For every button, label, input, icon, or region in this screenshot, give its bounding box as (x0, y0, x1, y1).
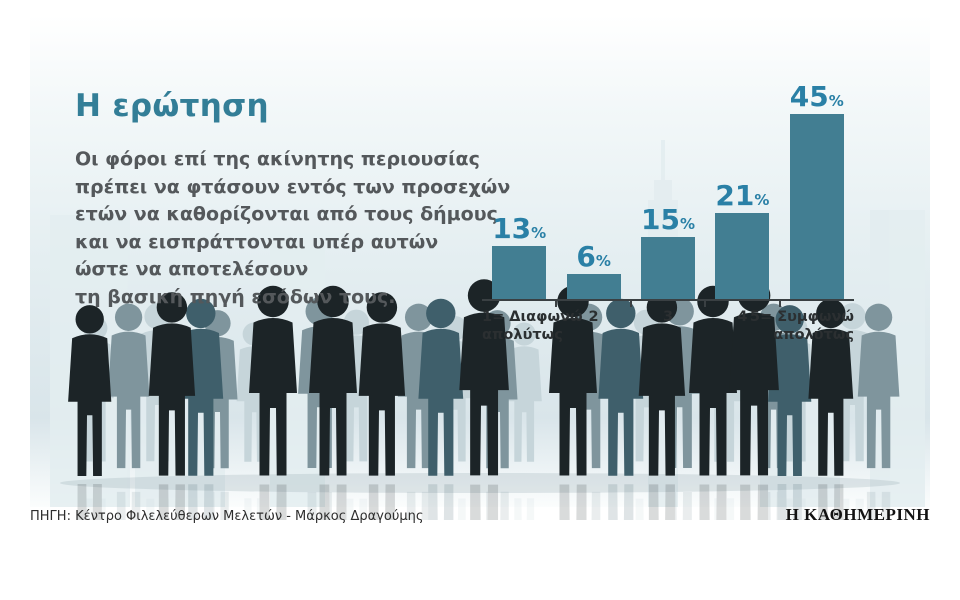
crowd-silhouettes (60, 279, 900, 520)
axis-tick (778, 301, 781, 307)
question-line: ώστε να αποτελέσουν (75, 258, 309, 280)
bar-group: 6% (556, 243, 630, 299)
x-tick-label: 1= Διαφωνώ απολύτως (482, 309, 583, 343)
chart-axis (482, 299, 854, 307)
x-tick-label: 2 (588, 309, 599, 325)
question-line: Οι φόροι επί της ακίνητης περιουσίας (75, 148, 480, 170)
bar-group: 15% (631, 206, 705, 299)
bar-value-label: 6% (576, 240, 611, 274)
x-tick-label: 5= Συμφωνώ απολύτως (749, 309, 854, 343)
question-line: τη βασική πηγή εσόδων τους. (75, 285, 396, 308)
bar (566, 274, 621, 299)
question-line: ετών να καθορίζονται από τους δήμους (75, 203, 498, 225)
bar-chart: 13% 6% 15% 21% 45% 1= Διαφωνώ απολύτως 2 3 4 5= Σ… (482, 82, 854, 345)
x-tick-label: 4 (737, 309, 748, 325)
bar-value-label: 13% (492, 211, 547, 245)
bar (640, 237, 695, 299)
axis-tick (629, 301, 632, 307)
bar (492, 245, 547, 299)
question-text: Οι φόροι επί της ακίνητης περιουσίας πρέ… (75, 146, 510, 311)
axis-tick (704, 301, 707, 307)
source-credit: ΠΗΓΗ: Κέντρο Φιλελεύθερων Μελετών - Μάρκ… (30, 509, 424, 524)
bar-group: 21% (705, 178, 779, 299)
question-line: πρέπει να φτάσουν εντός των προσεχών (75, 175, 511, 198)
bar-value-label: 45% (789, 80, 844, 113)
bar (789, 114, 844, 299)
axis-tick (555, 301, 558, 307)
bar-value-label: 15% (640, 203, 695, 237)
bar-group: 45% (780, 83, 854, 299)
page-title: Η ερώτηση (75, 88, 269, 124)
chart-categories: 1= Διαφωνώ απολύτως 2 3 4 5= Συμφωνώ απολύτως (482, 301, 854, 345)
newspaper-logo: Η ΚΑΘΗΜΕΡΙΝΗ (785, 505, 930, 524)
x-tick-label: 3 (662, 309, 674, 325)
crowd-shadow (60, 473, 900, 493)
question-line: και να εισπράττονται υπέρ αυτών (75, 230, 439, 253)
bar-value-label: 21% (715, 178, 770, 212)
bar-group: 13% (482, 211, 556, 299)
chart-bars: 13% 6% 15% 21% 45% (482, 82, 854, 299)
bar (715, 212, 770, 299)
